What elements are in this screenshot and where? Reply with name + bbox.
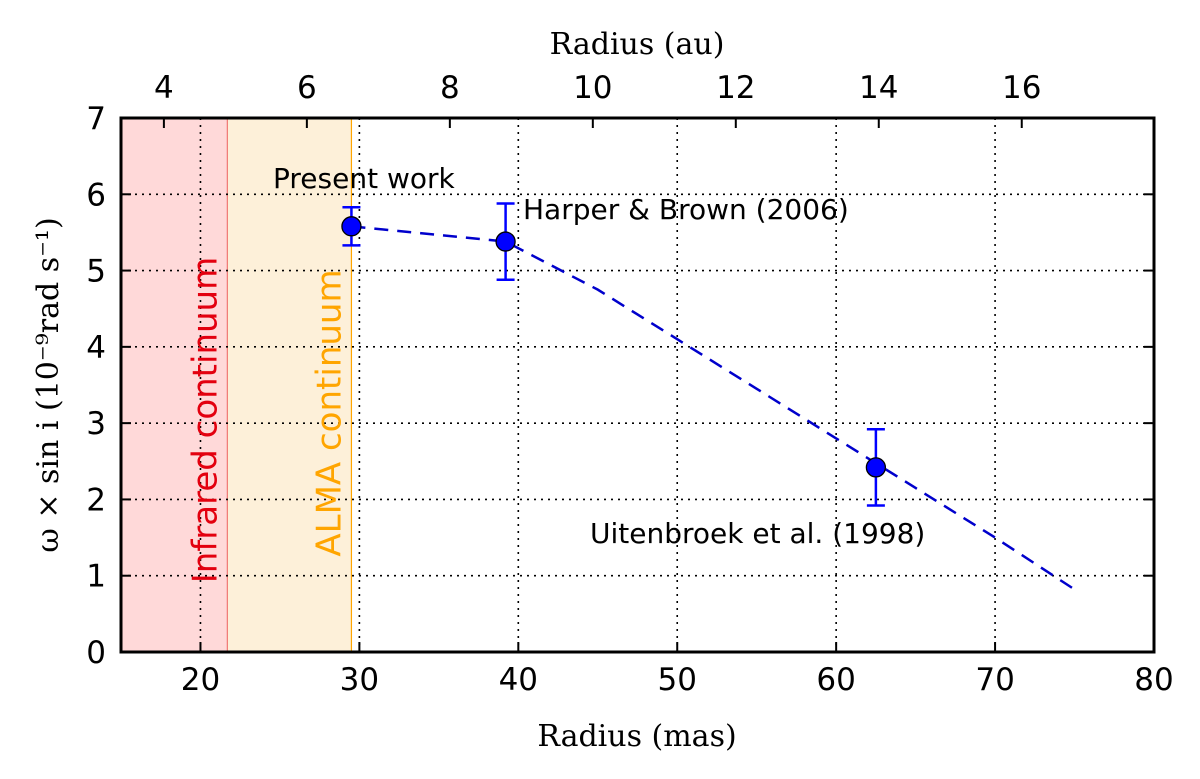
fit-line (351, 225, 1076, 591)
tick-y-label-3: 3 (86, 406, 106, 442)
tick-x-label-3: 50 (658, 662, 697, 698)
tick-x2-label-4: 12 (716, 70, 755, 106)
tick-x2-label-0: 4 (154, 70, 174, 106)
region-0 (121, 118, 228, 652)
annotations: Infrared continuum ALMA continuum Present … (185, 162, 925, 583)
fit-line-group (351, 225, 1076, 591)
tick-x-label-6: 80 (1134, 662, 1173, 698)
tick-x2-label-1: 6 (297, 70, 317, 106)
tick-y-label-4: 4 (86, 330, 106, 366)
points-group (341, 202, 887, 507)
tick-y-label-6: 6 (86, 177, 106, 213)
tick-y-label-5: 5 (86, 254, 106, 290)
grid (121, 118, 1154, 652)
region-label-0: Infrared continuum (185, 257, 225, 584)
tick-x-label-4: 60 (816, 662, 855, 698)
tick-y-label-0: 0 (86, 635, 106, 671)
tick-x-label-5: 70 (975, 662, 1014, 698)
region-1 (227, 118, 352, 652)
tick-y-label-1: 1 (86, 559, 106, 595)
tick-x-label-0: 20 (181, 662, 220, 698)
tick-x-label-1: 30 (340, 662, 379, 698)
point-label-2: Uitenbroek et al. (1998) (590, 517, 925, 550)
y-axis-label: ω × sin i (10⁻⁹rad s⁻¹) (31, 217, 66, 552)
region-label-1: ALMA continuum (309, 269, 349, 556)
tick-x2-label-2: 8 (440, 70, 460, 106)
ticks (121, 117, 1155, 653)
tick-x-label-2: 40 (499, 662, 538, 698)
tick-y-label-7: 7 (86, 101, 106, 137)
plot-frame (119, 116, 1156, 654)
point-label-0: Present work (273, 162, 455, 195)
tick-x2-label-3: 10 (573, 70, 612, 106)
tick-y-label-2: 2 (86, 482, 106, 518)
x-axis-label: Radius (mas) (537, 719, 736, 754)
regions (121, 118, 353, 652)
tick-x2-label-6: 16 (1002, 70, 1041, 106)
data-point-2 (865, 457, 887, 478)
data-point-0 (341, 216, 362, 237)
tick-x2-label-5: 14 (859, 70, 898, 106)
x2-axis-label: Radius (au) (550, 27, 725, 62)
point-label-1: Harper & Brown (2006) (523, 193, 849, 226)
data-point-1 (495, 231, 516, 252)
